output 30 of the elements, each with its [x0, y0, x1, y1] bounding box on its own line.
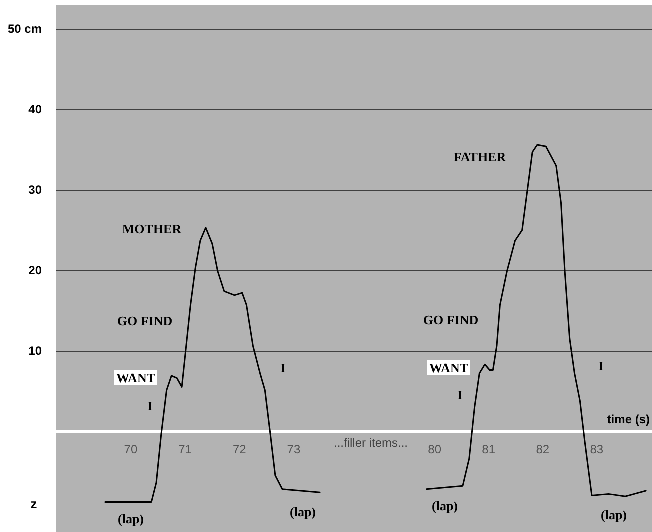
- x-axis-title: time (s): [607, 412, 650, 426]
- y-tick-label: 50 cm: [8, 22, 42, 36]
- x-tick-label: 82: [536, 442, 550, 456]
- annotation: ...filler items...: [334, 436, 408, 450]
- annotation: (lap): [432, 498, 458, 514]
- y-tick-label: 20: [28, 264, 42, 278]
- annotation: I: [598, 358, 604, 374]
- annotation: GO FIND: [423, 312, 479, 328]
- annotation: (lap): [290, 504, 316, 520]
- x-tick-label: 72: [232, 442, 247, 456]
- y-tick-label: 40: [28, 102, 42, 117]
- annotation: MOTHER: [122, 222, 182, 236]
- annotation: I: [457, 388, 463, 402]
- x-tick-label: 73: [287, 442, 301, 456]
- annotation: I: [280, 360, 286, 376]
- x-tick-label: 81: [482, 442, 496, 456]
- annotation: WANT: [429, 360, 469, 376]
- annotation: (lap): [118, 512, 144, 526]
- x-tick-label: 80: [428, 442, 442, 456]
- y-tick-label: 30: [28, 183, 42, 198]
- annotation: WANT: [116, 370, 156, 386]
- x-tick-label: 71: [178, 442, 192, 456]
- x-tick-label: 83: [590, 442, 604, 456]
- x-tick-label: 70: [124, 442, 138, 456]
- y-tick-label: 10: [28, 344, 42, 358]
- annotation: I: [147, 398, 153, 414]
- y-axis-title: z: [30, 496, 38, 512]
- annotation: GO FIND: [117, 314, 173, 328]
- annotation: FATHER: [454, 150, 507, 164]
- annotation: (lap): [601, 508, 627, 522]
